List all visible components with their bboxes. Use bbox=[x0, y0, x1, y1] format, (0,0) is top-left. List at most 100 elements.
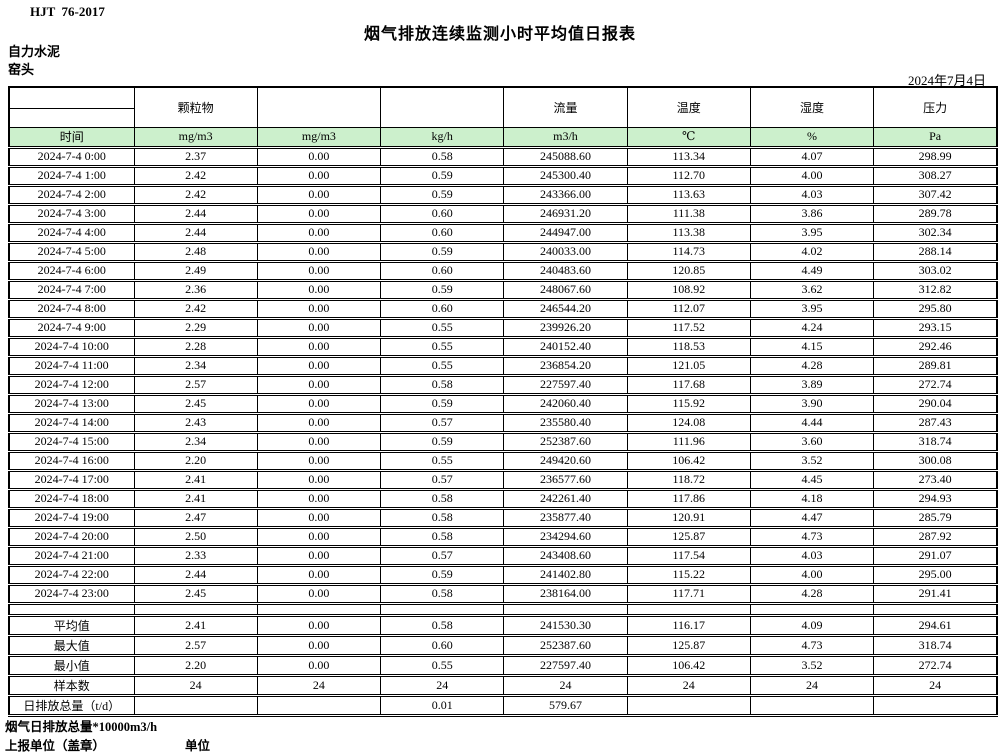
value-cell: 2.34 bbox=[133, 430, 258, 453]
summary-value-cell bbox=[873, 693, 998, 717]
value-cell: 2.42 bbox=[133, 183, 258, 206]
value-cell: 0.00 bbox=[256, 259, 382, 282]
unit-kgh: kg/h bbox=[380, 126, 505, 148]
value-cell: 2.20 bbox=[133, 449, 258, 472]
spacer-cell bbox=[133, 601, 258, 617]
value-cell: 2.42 bbox=[133, 297, 258, 320]
time-cell: 2024-7-4 9:00 bbox=[8, 316, 135, 339]
value-cell: 245088.60 bbox=[503, 145, 628, 168]
summary-value-cell: 227597.40 bbox=[503, 653, 628, 677]
summary-value-cell: 4.09 bbox=[749, 613, 875, 637]
time-cell: 2024-7-4 23:00 bbox=[8, 582, 135, 605]
value-cell: 0.00 bbox=[256, 164, 382, 187]
value-cell: 0.00 bbox=[256, 335, 382, 358]
value-cell: 117.86 bbox=[626, 487, 751, 510]
value-cell: 243408.60 bbox=[503, 544, 628, 567]
value-cell: 285.79 bbox=[873, 506, 998, 529]
report-table: 颗粒物 流量 温度 湿度 压力 时间 mg/m3 mg/m3 kg/h m3/h… bbox=[8, 86, 998, 717]
value-cell: 0.59 bbox=[380, 164, 505, 187]
summary-value-cell: 294.61 bbox=[873, 613, 998, 637]
value-cell: 0.00 bbox=[256, 582, 382, 605]
summary-value-cell: 24 bbox=[256, 673, 382, 697]
value-cell: 115.22 bbox=[626, 563, 751, 586]
value-cell: 0.58 bbox=[380, 506, 505, 529]
unit-mgm3-2: mg/m3 bbox=[256, 126, 382, 148]
summary-value-cell: 2.41 bbox=[133, 613, 258, 637]
value-cell: 2.44 bbox=[133, 221, 258, 244]
summary-value-cell: 24 bbox=[873, 673, 998, 697]
summary-value-cell: 24 bbox=[749, 673, 875, 697]
value-cell: 117.54 bbox=[626, 544, 751, 567]
value-cell: 239926.20 bbox=[503, 316, 628, 339]
value-cell: 0.00 bbox=[256, 221, 382, 244]
time-cell: 2024-7-4 17:00 bbox=[8, 468, 135, 491]
time-cell: 2024-7-4 2:00 bbox=[8, 183, 135, 206]
value-cell: 118.53 bbox=[626, 335, 751, 358]
value-cell: 246544.20 bbox=[503, 297, 628, 320]
header-blank-top-cell bbox=[8, 86, 135, 109]
table-row: 2024-7-4 21:00 2.33 0.00 0.57 243408.60 117.5… bbox=[8, 544, 998, 567]
value-cell: 2.41 bbox=[133, 487, 258, 510]
value-cell: 4.44 bbox=[749, 411, 875, 434]
page-title: 烟气排放连续监测小时平均值日报表 bbox=[363, 26, 636, 43]
value-cell: 2.47 bbox=[133, 506, 258, 529]
value-cell: 0.57 bbox=[380, 544, 505, 567]
footer-report-unit-label: 上报单位（盖章） bbox=[5, 739, 106, 752]
summary-value-cell: 0.00 bbox=[256, 653, 382, 677]
table-row: 2024-7-4 6:00 2.49 0.00 0.60 240483.60 120.85… bbox=[8, 259, 998, 282]
time-cell: 2024-7-4 3:00 bbox=[8, 202, 135, 225]
value-cell: 294.93 bbox=[873, 487, 998, 510]
summary-value-cell: 272.74 bbox=[873, 653, 998, 677]
spacer-row bbox=[8, 601, 998, 617]
value-cell: 240033.00 bbox=[503, 240, 628, 263]
value-cell: 0.59 bbox=[380, 392, 505, 415]
summary-value-cell: 0.00 bbox=[256, 633, 382, 657]
value-cell: 4.00 bbox=[749, 164, 875, 187]
summary-value-cell: 0.58 bbox=[380, 613, 505, 637]
summary-row: 样本数 24 24 24 24 24 24 24 bbox=[8, 673, 998, 697]
value-cell: 2.36 bbox=[133, 278, 258, 301]
value-cell: 2.37 bbox=[133, 145, 258, 168]
unit-time: 时间 bbox=[8, 126, 135, 148]
value-cell: 0.60 bbox=[380, 259, 505, 282]
value-cell: 289.78 bbox=[873, 202, 998, 225]
table-row: 2024-7-4 3:00 2.44 0.00 0.60 246931.20 111.38… bbox=[8, 202, 998, 225]
station-name: 窑头 bbox=[8, 62, 35, 77]
value-cell: 108.92 bbox=[626, 278, 751, 301]
value-cell: 0.00 bbox=[256, 297, 382, 320]
value-cell: 4.03 bbox=[749, 183, 875, 206]
value-cell: 242060.40 bbox=[503, 392, 628, 415]
time-cell: 2024-7-4 0:00 bbox=[8, 145, 135, 168]
value-cell: 3.89 bbox=[749, 373, 875, 396]
value-cell: 0.00 bbox=[256, 411, 382, 434]
summary-value-cell: 252387.60 bbox=[503, 633, 628, 657]
value-cell: 4.73 bbox=[749, 525, 875, 548]
value-cell: 2.34 bbox=[133, 354, 258, 377]
value-cell: 0.55 bbox=[380, 335, 505, 358]
summary-value-cell: 2.57 bbox=[133, 633, 258, 657]
value-cell: 111.38 bbox=[626, 202, 751, 225]
value-cell: 290.04 bbox=[873, 392, 998, 415]
summary-value-cell bbox=[626, 693, 751, 717]
value-cell: 0.55 bbox=[380, 449, 505, 472]
value-cell: 289.81 bbox=[873, 354, 998, 377]
time-cell: 2024-7-4 7:00 bbox=[8, 278, 135, 301]
value-cell: 292.46 bbox=[873, 335, 998, 358]
value-cell: 0.00 bbox=[256, 468, 382, 491]
report-date: 2024年7月4日 bbox=[907, 73, 986, 88]
value-cell: 0.55 bbox=[380, 316, 505, 339]
value-cell: 298.99 bbox=[873, 145, 998, 168]
summary-value-cell: 0.00 bbox=[256, 613, 382, 637]
value-cell: 0.60 bbox=[380, 202, 505, 225]
value-cell: 2.41 bbox=[133, 468, 258, 491]
spacer-cell bbox=[8, 601, 135, 617]
value-cell: 0.60 bbox=[380, 221, 505, 244]
value-cell: 0.00 bbox=[256, 392, 382, 415]
value-cell: 0.58 bbox=[380, 525, 505, 548]
table-row: 2024-7-4 4:00 2.44 0.00 0.60 244947.00 113.38… bbox=[8, 221, 998, 244]
value-cell: 2.57 bbox=[133, 373, 258, 396]
time-cell: 2024-7-4 21:00 bbox=[8, 544, 135, 567]
value-cell: 0.58 bbox=[380, 145, 505, 168]
value-cell: 252387.60 bbox=[503, 430, 628, 453]
value-cell: 291.41 bbox=[873, 582, 998, 605]
